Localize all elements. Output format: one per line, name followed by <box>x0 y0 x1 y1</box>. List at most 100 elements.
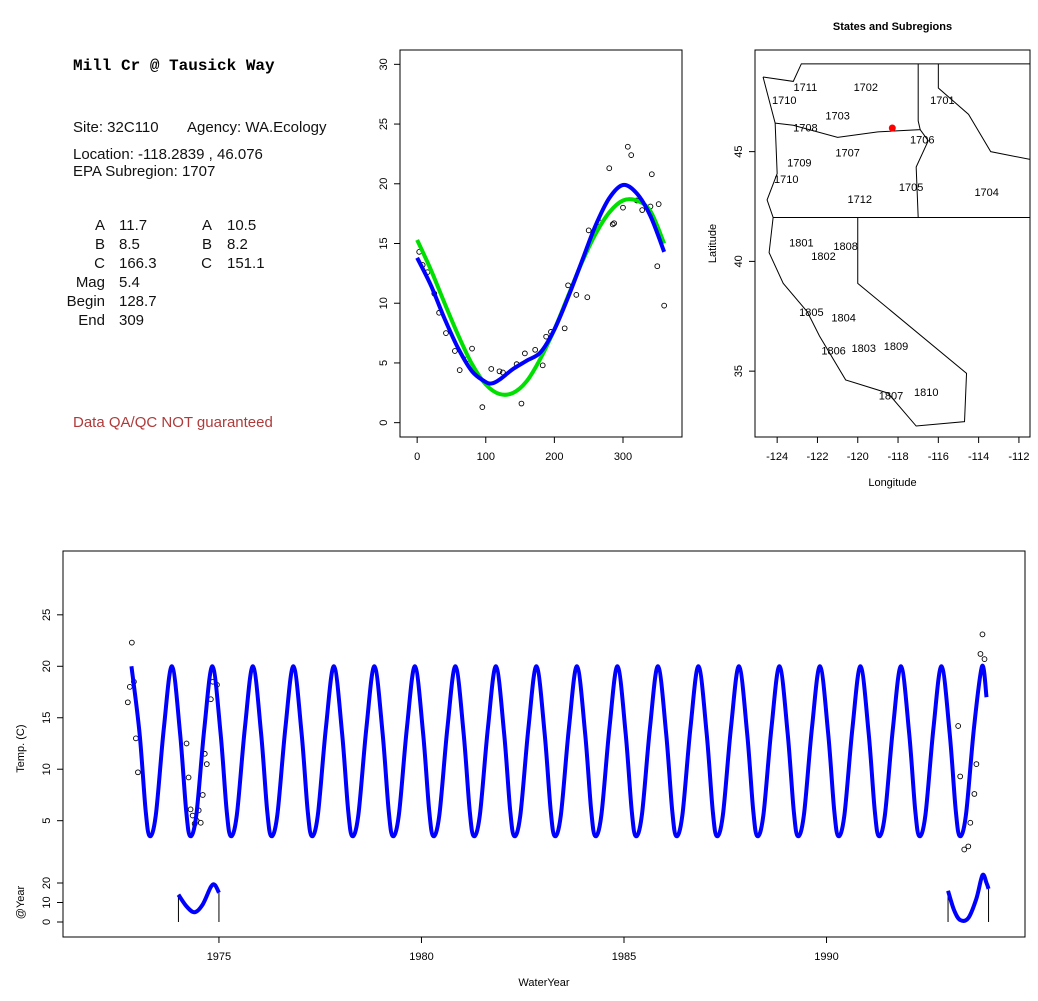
chart-map: -124 -122 -120 -118 -116 -114 -112 35 40 45 States… <box>707 21 1031 489</box>
region-label: 1711 <box>794 82 818 94</box>
data-point <box>518 400 525 407</box>
series-line <box>415 197 667 397</box>
region-label: 1707 <box>835 148 859 160</box>
x-axis-label: WaterYear <box>518 977 569 989</box>
data-point <box>539 362 546 369</box>
state-boundary <box>762 63 1030 82</box>
x-tick-label: -112 <box>1008 451 1029 463</box>
data-point <box>129 639 135 646</box>
data-point <box>203 761 210 767</box>
y-tick-label: 15 <box>378 237 390 249</box>
param-value: 309 <box>119 312 144 329</box>
region-label: 1808 <box>833 241 857 253</box>
param-value: 11.7 <box>119 217 147 234</box>
plot-frame <box>399 49 683 438</box>
y-axis-label: Latitude <box>707 224 719 263</box>
param-value: 5.4 <box>119 274 140 291</box>
y-tick-label: 20 <box>378 178 390 190</box>
y-tick-label: 35 <box>733 365 745 377</box>
x-tick-label: 1975 <box>207 951 231 963</box>
data-point <box>609 221 616 228</box>
param-name: A <box>95 217 105 234</box>
series-line <box>129 663 989 839</box>
y-tick-label: 20 <box>41 660 53 672</box>
x-tick-label: 0 <box>414 451 420 463</box>
region-label: 1801 <box>789 238 813 250</box>
data-point <box>624 143 631 150</box>
region-label: 1702 <box>854 82 878 94</box>
x-tick-label: -124 <box>766 451 788 463</box>
data-point <box>522 350 528 357</box>
data-point <box>955 723 962 729</box>
data-point <box>584 294 591 301</box>
region-label: 1810 <box>914 387 938 399</box>
data-point <box>197 819 204 826</box>
x-tick-label: 100 <box>477 451 495 463</box>
region-label: 1708 <box>793 122 817 134</box>
y-tick-label: 30 <box>378 58 390 70</box>
data-point <box>135 769 141 776</box>
series-line <box>176 882 221 915</box>
series-line <box>946 872 991 923</box>
data-point <box>971 791 978 797</box>
y-tick-label: 5 <box>41 818 53 824</box>
plot-frame <box>754 49 1031 438</box>
x-tick-label: -116 <box>928 451 949 463</box>
chart-title: States and Subregions <box>833 21 952 33</box>
param-value: 151.1 <box>227 255 265 272</box>
state-boundary <box>762 76 968 427</box>
param-value: 128.7 <box>119 293 157 310</box>
region-label: 1805 <box>799 307 823 319</box>
data-point <box>979 631 986 638</box>
state-boundary <box>915 129 929 218</box>
region-label: 1703 <box>825 110 849 122</box>
param-name: End <box>78 312 105 329</box>
x-axis-label: Longitude <box>868 477 916 489</box>
region-label: 1712 <box>848 194 872 206</box>
param-value: 8.5 <box>119 236 140 253</box>
data-point <box>573 292 580 298</box>
y-axis-label: Temp. (C) <box>15 724 27 772</box>
y2-tick-label: 20 <box>41 877 53 889</box>
subregion: EPA Subregion: 1707 <box>73 163 215 180</box>
y-tick-label: 5 <box>378 360 390 366</box>
y-tick-label: 45 <box>733 146 745 158</box>
data-point <box>957 773 964 780</box>
region-label: 1804 <box>831 312 855 324</box>
plot-frame <box>62 550 1026 938</box>
data-point <box>488 366 495 372</box>
data-point <box>456 367 463 373</box>
data-point <box>648 171 655 178</box>
data-point <box>124 699 131 706</box>
data-point <box>977 651 984 657</box>
param-name: Mag <box>76 274 105 291</box>
data-point <box>611 220 617 227</box>
region-label: 1709 <box>787 158 811 170</box>
param-name: Begin <box>67 293 105 310</box>
x-tick-label: -122 <box>806 451 828 463</box>
region-label: 1809 <box>884 341 908 353</box>
y2-axis-label: @Year <box>15 885 27 919</box>
region-label: 1706 <box>910 135 934 147</box>
disclaimer: Data QA/QC NOT guaranteed <box>73 414 273 431</box>
region-label: 1701 <box>930 95 954 107</box>
data-point <box>443 330 449 336</box>
state-boundary <box>775 63 921 138</box>
chart-line: 1975 1980 1985 1990 5 10 15 20 25 0 10 20 WaterYear T… <box>15 550 1026 989</box>
data-point <box>628 152 635 158</box>
data-point <box>620 204 626 211</box>
site-marker <box>888 124 896 132</box>
x-tick-label: 1980 <box>409 951 433 963</box>
region-label: 1807 <box>879 390 903 402</box>
data-point <box>532 346 539 353</box>
agency: Agency: WA.Ecology <box>187 119 327 136</box>
data-point <box>469 345 475 352</box>
data-point <box>479 404 486 410</box>
y-tick-label: 10 <box>41 763 53 775</box>
data-point <box>606 165 613 172</box>
x-tick-label: -114 <box>968 451 989 463</box>
region-label: 1705 <box>899 182 923 194</box>
y2-tick-label: 0 <box>41 919 53 925</box>
y-tick-label: 0 <box>378 420 390 426</box>
param-name: B <box>95 236 105 253</box>
